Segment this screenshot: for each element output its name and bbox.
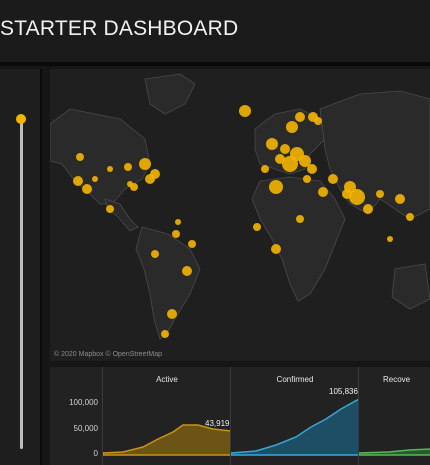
recovered-chart-panel[interactable]: Recove	[358, 367, 430, 465]
header-divider	[0, 62, 430, 66]
case-bubble[interactable]	[307, 164, 317, 174]
active-chart-panel[interactable]: Active 43,919	[102, 367, 231, 465]
confirmed-area-chart[interactable]	[231, 367, 359, 465]
case-bubble[interactable]	[172, 230, 180, 238]
date-slider-handle[interactable]	[16, 114, 26, 124]
greenland-shape	[144, 73, 196, 115]
case-bubble[interactable]	[376, 190, 384, 198]
case-bubble[interactable]	[349, 189, 365, 205]
africa-shape	[251, 176, 346, 302]
case-bubble[interactable]	[107, 166, 113, 172]
series-area[interactable]	[103, 424, 231, 456]
case-bubble[interactable]	[76, 153, 84, 161]
case-bubble[interactable]	[280, 144, 290, 154]
world-map-canvas[interactable]	[50, 69, 430, 361]
active-last-value: 43,919	[205, 419, 230, 428]
active-chart-title: Active	[156, 375, 178, 384]
case-bubble[interactable]	[314, 117, 322, 125]
case-bubble[interactable]	[253, 223, 261, 231]
y-tick-0: 0	[93, 449, 98, 458]
case-bubble[interactable]	[395, 194, 405, 204]
mapbox-link[interactable]: © 2020 Mapbox	[54, 351, 104, 358]
date-filter-panel	[0, 69, 42, 465]
case-bubble[interactable]	[295, 112, 305, 122]
active-area-chart[interactable]	[103, 367, 231, 465]
case-bubble[interactable]	[167, 309, 177, 319]
case-bubble[interactable]	[239, 105, 251, 117]
case-bubble[interactable]	[127, 181, 133, 187]
case-bubble[interactable]	[406, 213, 414, 221]
australia-shape	[391, 263, 430, 310]
y-tick-100000: 100,000	[69, 398, 98, 407]
case-bubble[interactable]	[328, 174, 338, 184]
case-bubble[interactable]	[296, 215, 304, 223]
case-bubble[interactable]	[92, 176, 98, 182]
case-bubble[interactable]	[261, 165, 269, 173]
case-bubble[interactable]	[139, 158, 151, 170]
osm-link[interactable]: © OpenStreetMap	[105, 351, 163, 358]
case-bubble[interactable]	[266, 138, 278, 150]
y-tick-50000: 50,000	[73, 424, 98, 433]
series-area[interactable]	[231, 398, 359, 456]
confirmed-chart-panel[interactable]: Confirmed 105,836	[230, 367, 359, 465]
case-bubble[interactable]	[106, 205, 114, 213]
case-bubble[interactable]	[271, 244, 281, 254]
recovered-chart-title: Recove	[383, 375, 411, 384]
case-bubble[interactable]	[73, 176, 83, 186]
case-bubbles[interactable]	[73, 105, 414, 338]
asia-shape	[319, 90, 430, 220]
recovered-area-chart[interactable]	[359, 367, 430, 465]
case-bubble[interactable]	[286, 121, 298, 133]
case-bubble[interactable]	[275, 154, 285, 164]
dashboard-title: STARTER DASHBOARD	[0, 17, 239, 40]
shared-y-axis: 100,000 50,000 0	[50, 367, 102, 465]
case-bubble[interactable]	[282, 156, 298, 172]
case-bubble[interactable]	[299, 155, 311, 167]
case-bubble[interactable]	[269, 180, 283, 194]
central-america-shape	[104, 198, 139, 232]
case-bubble[interactable]	[161, 330, 169, 338]
case-bubble[interactable]	[82, 184, 92, 194]
case-bubble[interactable]	[318, 187, 328, 197]
confirmed-chart-title: Confirmed	[276, 375, 314, 384]
world-map[interactable]: © 2020 Mapbox © OpenStreetMap	[50, 69, 430, 361]
case-bubble[interactable]	[182, 266, 192, 276]
case-bubble[interactable]	[303, 175, 311, 183]
dashboard-header: STARTER DASHBOARD	[0, 0, 430, 62]
case-bubble[interactable]	[124, 163, 132, 171]
case-bubble[interactable]	[151, 250, 159, 258]
map-attribution: © 2020 Mapbox © OpenStreetMap	[54, 351, 162, 358]
confirmed-last-value: 105,836	[329, 387, 358, 396]
case-bubble[interactable]	[387, 236, 393, 242]
case-bubble[interactable]	[188, 240, 196, 248]
series-area[interactable]	[359, 448, 430, 456]
trend-charts: 100,000 50,000 0 Active 43,919 Confirmed…	[50, 367, 430, 465]
date-slider-track[interactable]	[20, 119, 23, 449]
case-bubble[interactable]	[342, 189, 352, 199]
case-bubble[interactable]	[150, 169, 160, 179]
case-bubble[interactable]	[363, 204, 373, 214]
case-bubble[interactable]	[175, 219, 181, 225]
